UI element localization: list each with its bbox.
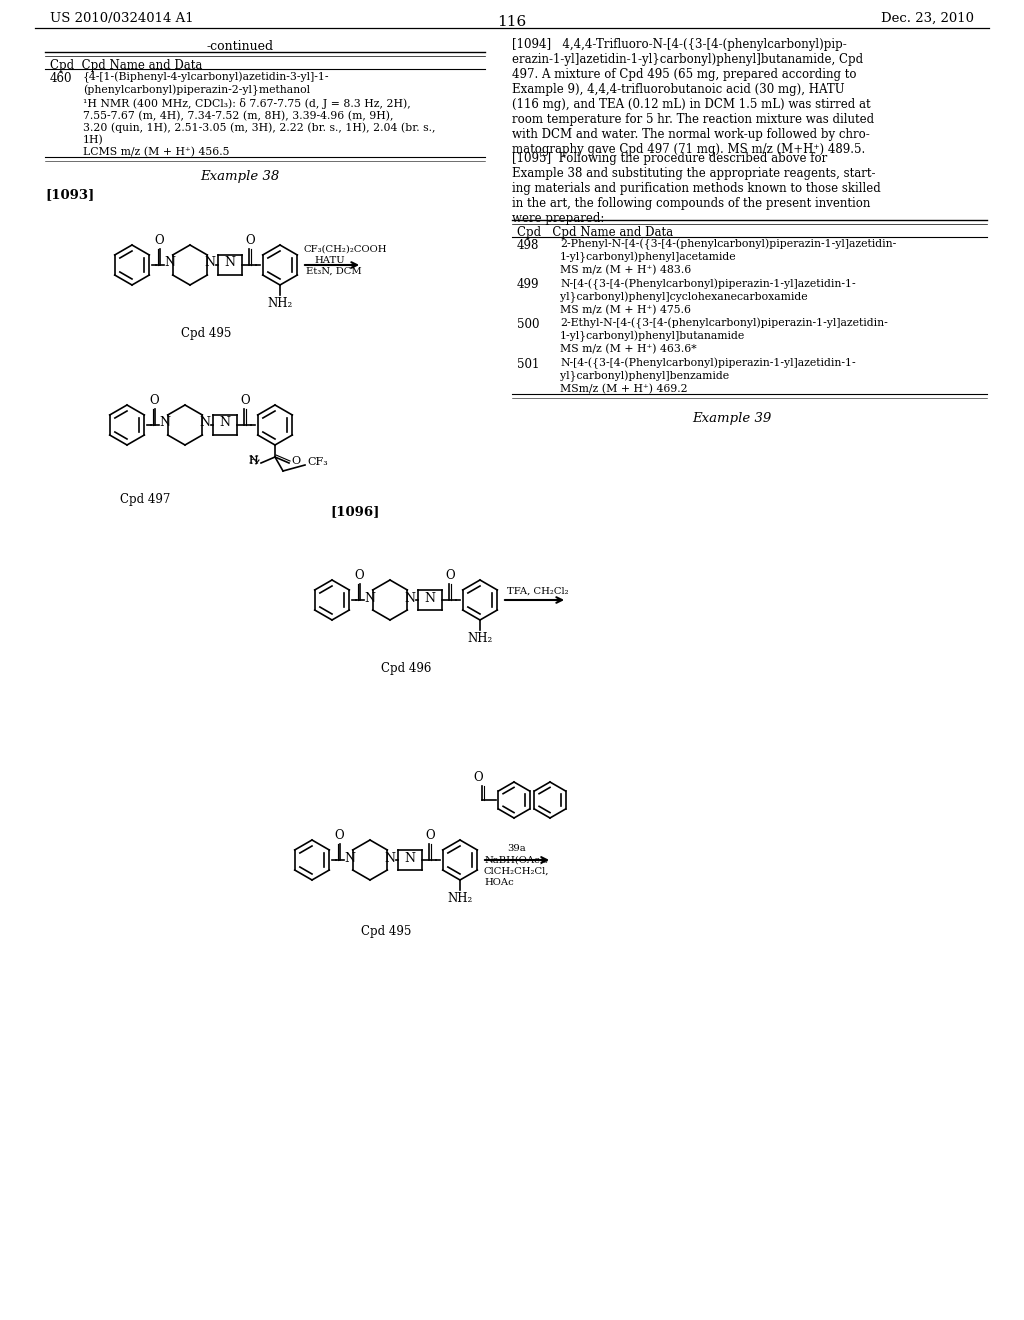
Text: H: H xyxy=(248,455,258,466)
Text: N-[4-({3-[4-(Phenylcarbonyl)piperazin-1-yl]azetidin-1-
yl}carbonyl)phenyl]cycloh: N-[4-({3-[4-(Phenylcarbonyl)piperazin-1-… xyxy=(560,279,856,315)
Text: N: N xyxy=(248,455,258,465)
Text: Cpd 495: Cpd 495 xyxy=(360,925,412,939)
Text: CF₃(CH₂)₂COOH: CF₃(CH₂)₂COOH xyxy=(304,246,387,253)
Text: N: N xyxy=(205,256,215,269)
Text: Dec. 23, 2010: Dec. 23, 2010 xyxy=(881,12,974,25)
Text: O: O xyxy=(241,393,250,407)
Text: N: N xyxy=(425,591,435,605)
Text: [1096]: [1096] xyxy=(330,506,379,517)
Text: HATU: HATU xyxy=(314,256,345,265)
Text: N: N xyxy=(219,417,230,429)
Text: Cpd  Cpd Name and Data: Cpd Cpd Name and Data xyxy=(50,59,203,73)
Text: N-[4-({3-[4-(Phenylcarbonyl)piperazin-1-yl]azetidin-1-
yl}carbonyl)phenyl]benzam: N-[4-({3-[4-(Phenylcarbonyl)piperazin-1-… xyxy=(560,358,856,393)
Text: HOAc: HOAc xyxy=(484,878,514,887)
Text: ClCH₂CH₂Cl,: ClCH₂CH₂Cl, xyxy=(484,867,550,876)
Text: O: O xyxy=(473,771,482,784)
Text: 500: 500 xyxy=(517,318,540,331)
Text: Cpd 496: Cpd 496 xyxy=(381,663,431,675)
Text: Et₃N, DCM: Et₃N, DCM xyxy=(306,267,361,276)
Text: 39a: 39a xyxy=(508,843,526,853)
Text: N: N xyxy=(160,417,171,429)
Text: N: N xyxy=(365,591,376,605)
Text: TFA, CH₂Cl₂: TFA, CH₂Cl₂ xyxy=(507,587,568,597)
Text: Example 38: Example 38 xyxy=(201,170,280,183)
Text: N: N xyxy=(384,851,395,865)
Text: O: O xyxy=(445,569,455,582)
Text: Cpd 495: Cpd 495 xyxy=(181,327,231,341)
Text: O: O xyxy=(150,393,159,407)
Text: 2-Ethyl-N-[4-({3-[4-(phenylcarbonyl)piperazin-1-yl]azetidin-
1-yl}carbonyl)pheny: 2-Ethyl-N-[4-({3-[4-(phenylcarbonyl)pipe… xyxy=(560,318,888,354)
Text: O: O xyxy=(334,829,344,842)
Text: NH₂: NH₂ xyxy=(467,632,493,645)
Text: O: O xyxy=(245,234,255,247)
Text: Cpd   Cpd Name and Data: Cpd Cpd Name and Data xyxy=(517,226,673,239)
Text: 460: 460 xyxy=(50,73,73,84)
Text: [1094]   4,4,4-Trifluoro-N-[4-({3-[4-(phenylcarbonyl)pip-
erazin-1-yl]azetidin-1: [1094] 4,4,4-Trifluoro-N-[4-({3-[4-(phen… xyxy=(512,38,874,156)
Text: N: N xyxy=(404,591,416,605)
Text: 2-Phenyl-N-[4-({3-[4-(phenylcarbonyl)piperazin-1-yl]azetidin-
1-yl}carbonyl)phen: 2-Phenyl-N-[4-({3-[4-(phenylcarbonyl)pip… xyxy=(560,239,896,276)
Text: [1093]: [1093] xyxy=(45,187,94,201)
Text: 499: 499 xyxy=(517,279,540,292)
Text: Example 39: Example 39 xyxy=(692,412,772,425)
Text: O: O xyxy=(155,234,164,247)
Text: -continued: -continued xyxy=(207,40,273,53)
Text: O: O xyxy=(354,569,364,582)
Text: O: O xyxy=(291,455,300,466)
Text: 501: 501 xyxy=(517,358,540,371)
Text: N: N xyxy=(224,256,236,269)
Text: NaBH(OAc)₃: NaBH(OAc)₃ xyxy=(484,855,548,865)
Text: O: O xyxy=(425,829,435,842)
Text: CF₃: CF₃ xyxy=(307,457,328,467)
Text: {4-[1-(Biphenyl-4-ylcarbonyl)azetidin-3-yl]-1-
(phenylcarbonyl)piperazin-2-yl}me: {4-[1-(Biphenyl-4-ylcarbonyl)azetidin-3-… xyxy=(83,73,435,157)
Text: N: N xyxy=(165,256,175,269)
Text: 498: 498 xyxy=(517,239,540,252)
Text: N: N xyxy=(200,417,211,429)
Text: N: N xyxy=(344,851,355,865)
Text: 116: 116 xyxy=(498,15,526,29)
Text: US 2010/0324014 A1: US 2010/0324014 A1 xyxy=(50,12,194,25)
Text: [1095]  Following the procedure described above for
Example 38 and substituting : [1095] Following the procedure described… xyxy=(512,152,881,224)
Text: NH₂: NH₂ xyxy=(267,297,293,310)
Text: N: N xyxy=(404,851,416,865)
Text: Cpd 497: Cpd 497 xyxy=(120,492,170,506)
Text: NH₂: NH₂ xyxy=(447,892,473,906)
